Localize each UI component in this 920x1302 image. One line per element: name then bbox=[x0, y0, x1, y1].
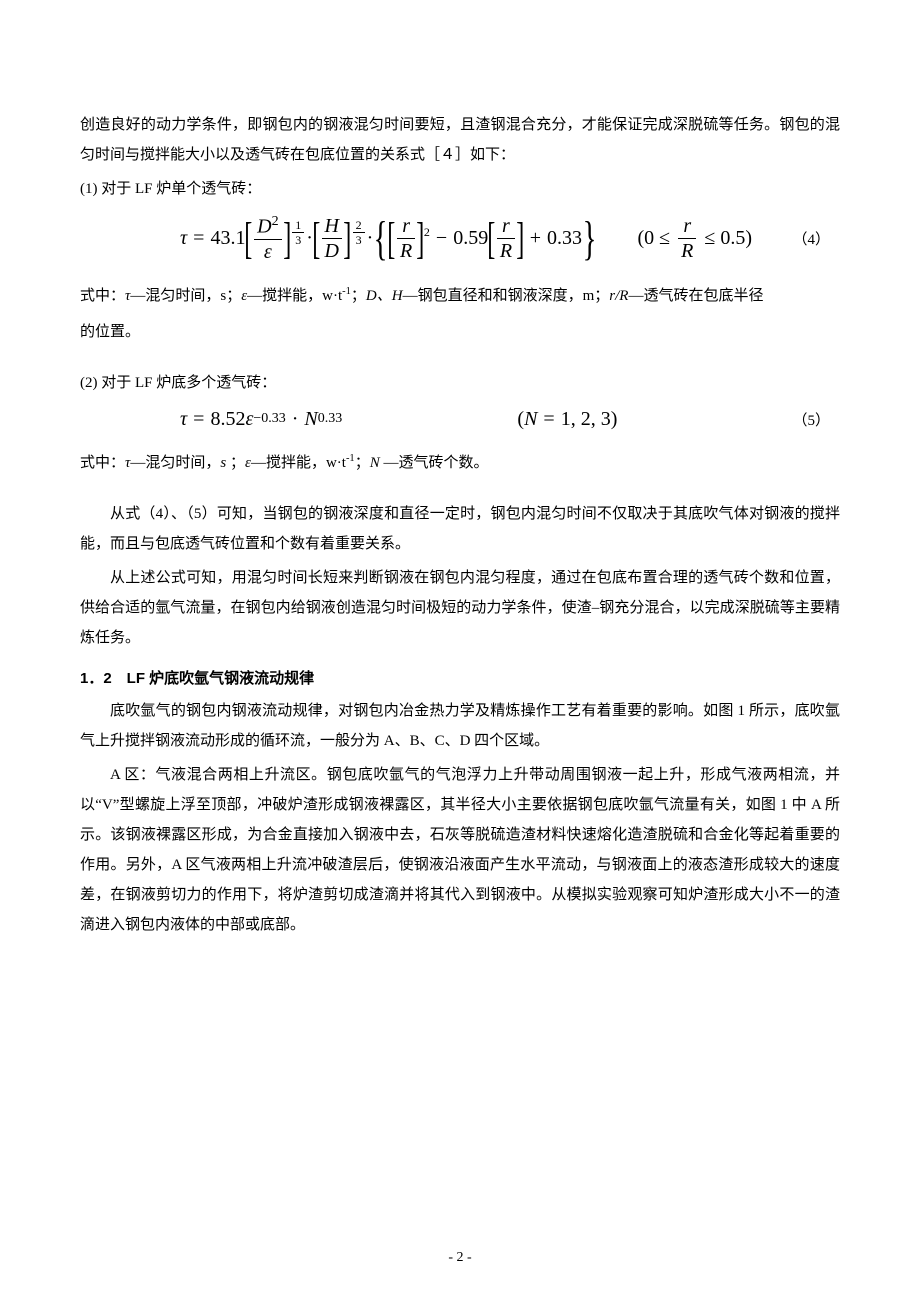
list-item: (1) 对于 LF 炉单个透气砖： bbox=[80, 174, 840, 204]
paragraph: A 区：气液混合两相上升流区。钢包底吹氩气的气泡浮力上升带动周围钢液一起上升，形… bbox=[80, 760, 840, 940]
eq-cond: ≤ 0.5) bbox=[704, 227, 752, 250]
paragraph: 创造良好的动力学条件，即钢包内的钢液混匀时间要短，且渣钢混合充分，才能保证完成深… bbox=[80, 110, 840, 170]
list-item: (2) 对于 LF 炉底多个透气砖： bbox=[80, 368, 840, 398]
eq-var: H bbox=[322, 214, 342, 239]
eq-var: N bbox=[524, 408, 537, 431]
eq-exp: 3 bbox=[353, 233, 365, 247]
paragraph: 从上述公式可知，用混匀时间长短来判断钢液在钢包内混匀程度，通过在包底布置合理的透… bbox=[80, 563, 840, 653]
paragraph: 从式（4）、（5）可知，当钢包的钢液深度和直径一定时，钢包内混匀时间不仅取决于其… bbox=[80, 499, 840, 559]
eq-var: R bbox=[497, 239, 515, 263]
eq-cond: (0 ≤ bbox=[638, 227, 671, 250]
eq-var: D bbox=[322, 239, 342, 263]
eq-var: D bbox=[257, 216, 271, 238]
equation-explain: 式中：τ—混匀时间，s ；ε—搅拌能，w·t-1；N —透气砖个数。 bbox=[80, 445, 840, 481]
paragraph: 底吹氩气的钢包内钢液流动规律，对钢包内冶金热力学及精炼操作工艺有着重要的影响。如… bbox=[80, 696, 840, 756]
eq-coef: 8.52 bbox=[210, 408, 245, 431]
eq-tau: τ bbox=[180, 408, 187, 431]
page-number: - 2 - bbox=[0, 1250, 920, 1266]
eq-exp: −0.33 bbox=[253, 411, 285, 427]
eq-var: r bbox=[497, 214, 515, 239]
eq-var: ε bbox=[245, 408, 253, 431]
equation-5: τ = 8.52 ε−0.33 · N0.33 (N=1, 2, 3) （5） bbox=[80, 408, 840, 431]
equation-explain: 式中：τ—混匀时间，s；ε—搅拌能，w·t-1；D、H—钢包直径和和钢液深度，m… bbox=[80, 278, 840, 350]
eq-var: R bbox=[678, 239, 696, 263]
eq-exp: 1 bbox=[292, 218, 304, 233]
eq-var: r bbox=[678, 214, 696, 239]
eq-var: r bbox=[397, 214, 415, 239]
eq-tau: τ bbox=[180, 227, 187, 250]
section-heading: 1．2 LF 炉底吹氩气钢液流动规律 bbox=[80, 667, 840, 688]
eq-var: R bbox=[397, 239, 415, 263]
eq-exp: 0.33 bbox=[318, 411, 343, 427]
equation-number: （4） bbox=[792, 228, 840, 249]
eq-var: ε bbox=[254, 240, 281, 264]
page: 创造良好的动力学条件，即钢包内的钢液混匀时间要短，且渣钢混合充分，才能保证完成深… bbox=[0, 0, 920, 1302]
eq-const: 0.59 bbox=[453, 227, 488, 250]
equation-number: （5） bbox=[792, 409, 840, 430]
eq-coef: 43.1 bbox=[210, 227, 245, 250]
eq-exp: 2 bbox=[353, 218, 365, 233]
eq-var: N bbox=[304, 408, 317, 431]
eq-exp: 2 bbox=[424, 225, 430, 240]
eq-const: 0.33 bbox=[547, 227, 582, 250]
equation-4: τ = 43.1 [ D2 ε ] 1 3 · [ H bbox=[80, 214, 840, 264]
eq-exp: 3 bbox=[292, 233, 304, 247]
